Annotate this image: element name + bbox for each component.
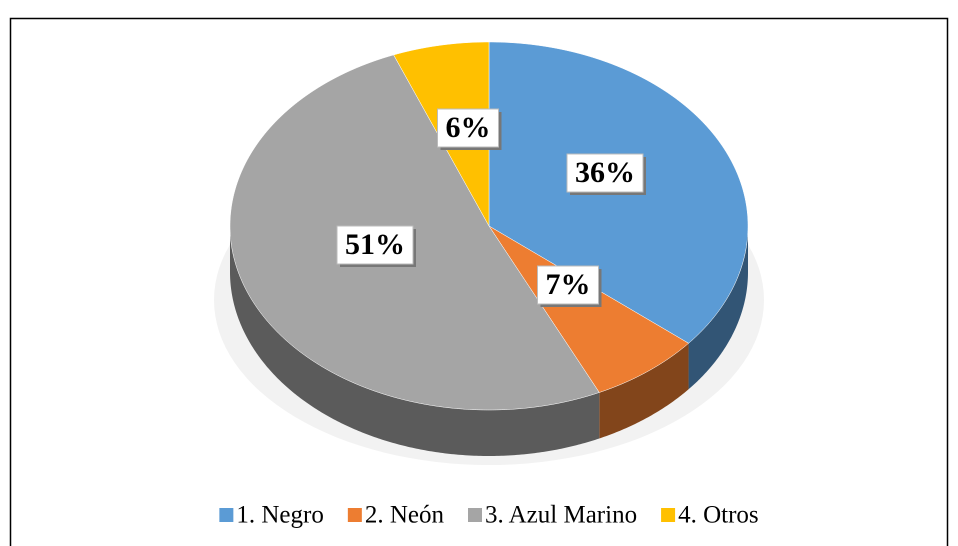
label-box: [537, 265, 599, 305]
slice-side: [230, 226, 600, 456]
legend-label: 3. Azul Marino: [485, 502, 637, 529]
data-label: 51%: [345, 228, 405, 261]
legend-swatch: [219, 508, 234, 522]
label-box: [336, 225, 414, 265]
legend-swatch: [347, 508, 362, 522]
frame: [9, 17, 949, 546]
label-box: [566, 153, 644, 193]
legend-swatch: [468, 508, 482, 522]
data-label: 36%: [575, 156, 635, 189]
legend-swatch: [661, 508, 676, 522]
legend: 1. Negro 2. Neón 3. Azul Marino 4. Otros: [219, 502, 759, 529]
legend-label: 1. Negro: [236, 502, 323, 529]
label-box: [437, 108, 499, 148]
data-label: 6%: [446, 111, 491, 144]
slice-side: [599, 343, 689, 439]
slice-side: [688, 226, 748, 390]
data-label: 7%: [546, 268, 591, 301]
legend-label: 4. Otros: [678, 502, 759, 529]
legend-label: 2. Neón: [365, 502, 445, 529]
